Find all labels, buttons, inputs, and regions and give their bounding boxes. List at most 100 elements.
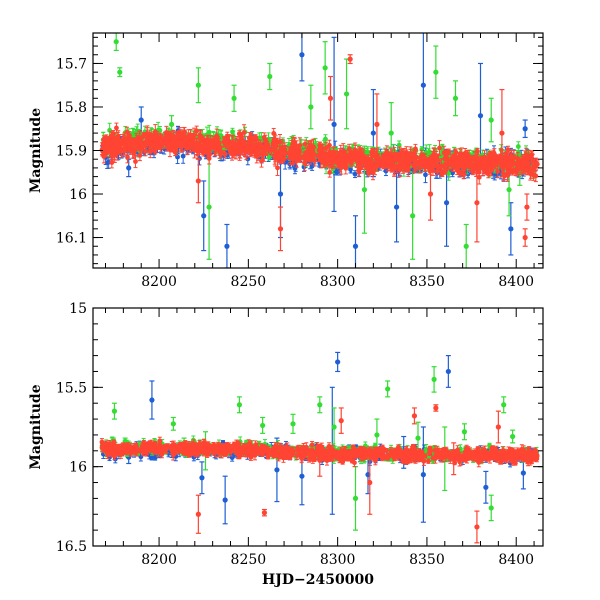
data-point — [437, 140, 442, 157]
data-point — [444, 148, 450, 159]
data-point — [167, 130, 173, 138]
outlier-point — [195, 67, 201, 104]
data-point — [408, 155, 414, 164]
data-point — [430, 150, 436, 161]
x-tick-label: 8350 — [409, 274, 445, 290]
outlier-point — [195, 158, 201, 204]
data-point — [122, 145, 128, 156]
outlier-point — [488, 494, 494, 522]
data-point — [379, 156, 385, 169]
data-point — [143, 140, 149, 148]
data-point — [502, 172, 507, 180]
outlier-point — [195, 494, 201, 534]
outlier-point — [149, 380, 155, 420]
data-point — [493, 154, 499, 164]
data-point — [331, 146, 337, 163]
data-point — [109, 443, 115, 449]
outlier-point — [261, 508, 268, 517]
data-point — [338, 155, 344, 162]
x-tick-label: 8200 — [141, 274, 177, 290]
outlier-point — [483, 470, 489, 504]
outlier-point — [267, 62, 273, 91]
data-point — [516, 160, 522, 168]
data-point — [227, 135, 232, 149]
outlier-point — [451, 442, 457, 476]
bottom-panel: 8200 8250 8300 8350 8400 15 15.5 16 16.5 Magnitud… — [28, 301, 544, 588]
y-axis-label: Magnitude — [28, 108, 44, 193]
outlier-point — [495, 410, 501, 444]
x-tick-label: 8300 — [320, 552, 356, 568]
data-point — [475, 446, 481, 452]
data-point — [404, 151, 410, 166]
outlier-point — [338, 407, 344, 434]
data-point — [100, 139, 106, 149]
outlier-point — [420, 426, 426, 523]
data-point — [141, 132, 147, 139]
data-point — [358, 155, 364, 164]
data-point — [120, 134, 126, 144]
y-tick-label: 15.9 — [56, 144, 87, 160]
outlier-point — [236, 396, 243, 414]
data-point — [354, 153, 360, 168]
data-point — [433, 154, 439, 162]
outlier-point — [347, 54, 353, 65]
data-point — [108, 131, 114, 142]
data-point — [308, 140, 314, 151]
data-point — [516, 448, 522, 454]
data-point — [422, 453, 428, 459]
data-point — [454, 155, 460, 169]
data-point — [466, 154, 472, 169]
data-point — [334, 157, 340, 169]
data-point — [394, 151, 400, 161]
data-point — [334, 168, 340, 176]
y-tick-label: 16 — [69, 460, 87, 476]
y-tick-label: 16 — [69, 187, 87, 203]
y-tick-label: 16.5 — [56, 539, 87, 555]
outlier-point — [474, 510, 480, 544]
data-point — [405, 163, 411, 177]
data-point — [152, 146, 158, 155]
data-point — [180, 148, 186, 164]
data-point — [236, 130, 242, 138]
outlier-point — [522, 228, 528, 247]
data-point — [201, 143, 207, 155]
data-point — [191, 138, 197, 148]
data-point — [139, 138, 145, 154]
y-tick-label: 15 — [69, 301, 87, 317]
data-point — [348, 159, 354, 168]
outlier-point — [317, 396, 323, 414]
data-point — [295, 155, 301, 162]
outlier-point — [410, 171, 416, 260]
data-point — [476, 169, 482, 185]
data-point — [233, 147, 239, 160]
x-tick-label: 8250 — [231, 274, 267, 290]
outlier-point — [126, 158, 132, 178]
data-point — [508, 447, 514, 452]
outlier-point — [290, 413, 296, 434]
plot-frame — [92, 307, 544, 547]
outlier-point — [277, 206, 284, 252]
data-point — [498, 459, 504, 465]
data-point — [391, 161, 397, 177]
data-point — [416, 451, 422, 457]
data-point — [470, 154, 476, 162]
data-point — [273, 135, 279, 145]
data-point — [259, 142, 264, 150]
data-point — [519, 161, 525, 175]
data-point — [375, 447, 381, 454]
outlier-point — [452, 80, 459, 117]
data-point — [368, 157, 374, 167]
x-tick-label: 8350 — [409, 552, 445, 568]
data-point — [439, 158, 444, 175]
x-tick-label: 8200 — [141, 552, 177, 568]
data-point — [402, 155, 408, 170]
outlier-point — [427, 167, 434, 221]
data-point — [203, 137, 209, 146]
data-point — [206, 152, 212, 165]
y-tick-label: 16.1 — [56, 231, 87, 247]
data-point — [505, 160, 511, 174]
data-point — [410, 443, 416, 449]
outlier-point — [322, 41, 328, 95]
outlier-point — [308, 84, 314, 130]
